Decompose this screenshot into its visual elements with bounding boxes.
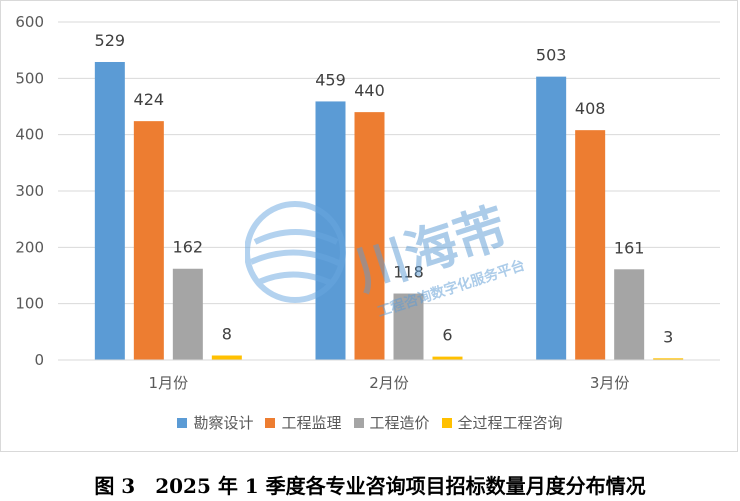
- x-tick-label: 1月份: [149, 374, 189, 392]
- data-label: 408: [575, 99, 606, 118]
- bar: [211, 355, 242, 360]
- bar: [432, 356, 463, 360]
- x-tick-label: 3月份: [590, 374, 630, 392]
- watermark-logo: 川海芾 工程咨询数字化服务平台: [244, 172, 575, 332]
- y-tick-label: 600: [15, 13, 44, 31]
- y-tick-label: 500: [15, 69, 44, 87]
- legend-swatch: [441, 417, 452, 428]
- bar: [653, 358, 684, 360]
- gridlines: [58, 21, 720, 305]
- legend-label: 工程监理: [281, 414, 342, 432]
- legend-label: 勘察设计: [193, 414, 254, 432]
- bar: [536, 76, 567, 360]
- chart-legend: 勘察设计 工程监理 工程造价 全过程工程咨询: [0, 412, 740, 433]
- data-label: 8: [222, 324, 232, 343]
- bar: [575, 130, 606, 360]
- y-tick-label: 0: [34, 351, 44, 369]
- legend-label: 全过程工程咨询: [457, 414, 563, 432]
- data-label: 503: [536, 46, 567, 65]
- bar: [393, 293, 424, 360]
- legend-item: 勘察设计: [177, 412, 253, 433]
- data-label: 459: [315, 70, 346, 89]
- data-label: 6: [442, 326, 452, 345]
- legend-swatch: [353, 417, 364, 428]
- bar: [354, 112, 385, 360]
- globe-icon: [244, 201, 346, 303]
- figure-caption: 图 3 2025 年 1 季度各专业咨询项目招标数量月度分布情况: [94, 474, 646, 498]
- data-label: 424: [134, 90, 165, 109]
- legend-item: 全过程工程咨询: [441, 412, 563, 433]
- data-labels: 529 424 162 8 459 440 118 6 503 408 161 3: [95, 31, 674, 346]
- x-tick-label: 2月份: [369, 374, 409, 392]
- bar-chart: 529 424 162 8 459 440 118 6 503 408 161 3 0 100 200 30…: [15, 13, 720, 392]
- data-label: 162: [173, 238, 204, 257]
- bars: [94, 61, 684, 361]
- axes: 0 100 200 300 400 500 600 1月份 2月份 3月份: [15, 13, 720, 392]
- y-tick-label: 200: [15, 238, 44, 256]
- y-tick-label: 300: [15, 182, 44, 200]
- bar: [172, 268, 203, 360]
- legend-item: 工程监理: [265, 412, 342, 433]
- legend-item: 工程造价: [353, 412, 430, 433]
- bar: [614, 269, 645, 360]
- bar: [94, 61, 125, 360]
- bar: [133, 121, 164, 360]
- y-tick-label: 400: [15, 126, 44, 144]
- data-label: 118: [393, 263, 424, 282]
- legend-swatch: [177, 417, 188, 428]
- data-label: 440: [354, 81, 385, 100]
- legend-label: 工程造价: [369, 414, 430, 432]
- legend-swatch: [265, 417, 276, 428]
- data-label: 529: [95, 31, 126, 50]
- y-tick-label: 100: [15, 295, 44, 313]
- data-label: 3: [663, 327, 673, 346]
- data-label: 161: [614, 238, 645, 257]
